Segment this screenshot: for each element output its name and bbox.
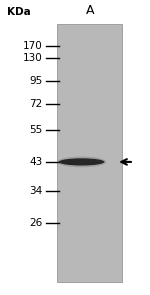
Text: 72: 72 <box>29 99 43 109</box>
Bar <box>57 24 122 282</box>
Text: 55: 55 <box>29 125 43 135</box>
Ellipse shape <box>59 158 104 165</box>
Ellipse shape <box>57 156 106 167</box>
Text: 26: 26 <box>29 218 43 228</box>
Text: A: A <box>85 4 94 17</box>
Text: 130: 130 <box>23 53 43 63</box>
Text: 95: 95 <box>29 76 43 86</box>
Text: 170: 170 <box>23 41 43 51</box>
Text: 34: 34 <box>29 186 43 196</box>
Text: KDa: KDa <box>7 7 31 17</box>
Text: 43: 43 <box>29 157 43 167</box>
